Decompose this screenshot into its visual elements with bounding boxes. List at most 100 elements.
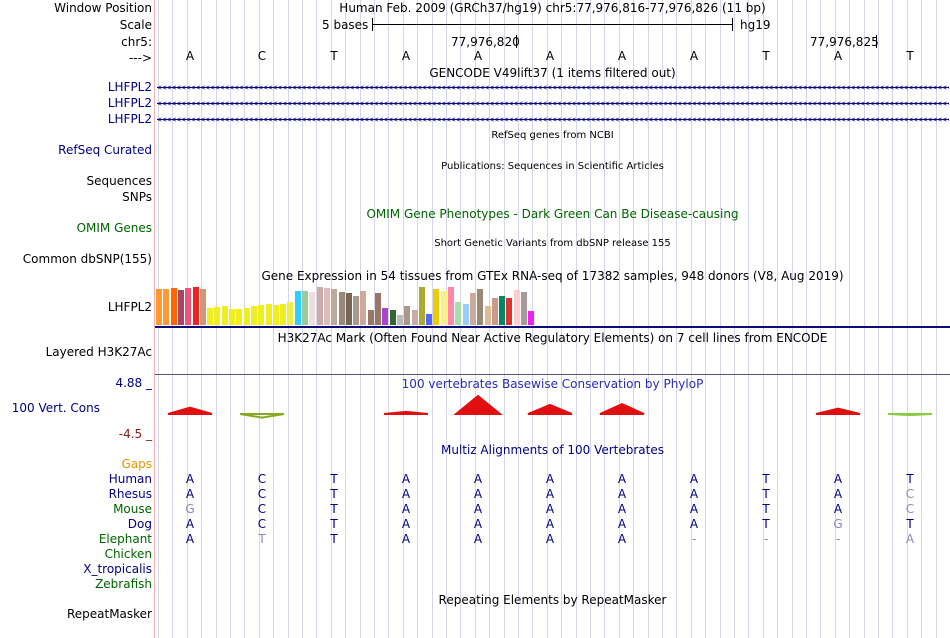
gtex-tissue-bar[interactable]	[491, 298, 498, 325]
gencode-gene-label[interactable]: LHFPL2	[107, 112, 152, 126]
gtex-tissue-bar[interactable]	[411, 310, 418, 325]
grid-line	[604, 0, 605, 638]
gtex-tissue-bar[interactable]	[250, 306, 257, 325]
gtex-tissue-bar[interactable]	[331, 289, 338, 325]
gencode-gene-label[interactable]: LHFPL2	[107, 96, 152, 110]
repeatmasker-label[interactable]: RepeatMasker	[66, 607, 152, 621]
sequences-label[interactable]: Sequences	[86, 174, 152, 188]
gtex-tissue-bar[interactable]	[462, 304, 469, 325]
gtex-tissue-bar[interactable]	[294, 291, 301, 325]
conservation-track-label[interactable]: 100 Vert. Cons	[11, 401, 100, 415]
gtex-tissue-bar[interactable]	[221, 306, 228, 325]
snps-label[interactable]: SNPs	[122, 190, 152, 204]
gtex-tissue-bar[interactable]	[382, 308, 389, 325]
gtex-tissue-bar[interactable]	[433, 289, 440, 325]
grid-line	[648, 0, 649, 638]
grid-line	[345, 0, 346, 638]
species-label-zebrafish: Zebrafish	[95, 577, 152, 591]
gtex-tissue-bar[interactable]	[316, 287, 323, 325]
grid-line	[705, 0, 706, 638]
common-dbsnp-label[interactable]: Common dbSNP(155)	[22, 252, 152, 266]
alignment-base: A	[185, 487, 195, 501]
gtex-tissue-bar[interactable]	[207, 308, 214, 325]
alignment-base: A	[689, 487, 699, 501]
phylop-conservation-plot[interactable]	[155, 392, 950, 432]
scale-bases-text: 5 bases	[322, 18, 369, 32]
species-label-human: Human	[108, 472, 152, 486]
alignment-base: T	[330, 532, 338, 546]
gtex-tissue-bar[interactable]	[170, 288, 177, 325]
alignment-base: A	[401, 487, 411, 501]
gene-model-lhfpl2[interactable]: <<<<<<<<<<<<<<<<<<<<<<<<<<<<<<<<<<<<<<<<…	[157, 99, 949, 108]
gtex-tissue-bar[interactable]	[258, 305, 265, 325]
omim-track-title: OMIM Gene Phenotypes - Dark Green Can Be…	[366, 207, 739, 221]
gtex-tissue-bar[interactable]	[192, 287, 199, 325]
alignment-base: A	[185, 532, 195, 546]
alignment-base: A	[473, 487, 483, 501]
gtex-tissue-bar[interactable]	[163, 289, 170, 325]
gtex-tissue-bar[interactable]	[455, 302, 462, 325]
alignment-base: T	[330, 502, 338, 516]
gtex-tissue-bar[interactable]	[243, 308, 250, 325]
gtex-tissue-bar[interactable]	[426, 314, 433, 325]
gtex-tissue-bar[interactable]	[389, 310, 396, 325]
refseq-track-title: RefSeq genes from NCBI	[491, 130, 614, 141]
track-image-area[interactable]: Human Feb. 2009 (GRCh37/hg19) chr5:77,97…	[155, 0, 950, 638]
gencode-gene-label[interactable]: LHFPL2	[107, 80, 152, 94]
alignment-base: A	[617, 487, 627, 501]
gene-model-lhfpl2[interactable]: <<<<<<<<<<<<<<<<<<<<<<<<<<<<<<<<<<<<<<<<…	[157, 83, 949, 92]
gtex-tissue-bar[interactable]	[448, 287, 454, 325]
species-label-elephant: Elephant	[98, 532, 152, 546]
grid-line	[676, 0, 677, 638]
grid-line	[777, 0, 778, 638]
gtex-tissue-bar[interactable]	[199, 289, 206, 325]
alignment-base: A	[401, 502, 411, 516]
gtex-tissue-bar[interactable]	[302, 291, 308, 325]
gtex-tissue-bar[interactable]	[280, 304, 287, 325]
gtex-tissue-bar[interactable]	[418, 287, 425, 325]
gtex-tissue-bar[interactable]	[375, 293, 381, 325]
reference-base: T	[762, 49, 770, 63]
gene-model-lhfpl2[interactable]: <<<<<<<<<<<<<<<<<<<<<<<<<<<<<<<<<<<<<<<<…	[157, 115, 949, 124]
gtex-tissue-bar[interactable]	[484, 306, 491, 325]
scale-label: Scale	[119, 18, 152, 32]
gtex-tissue-bar[interactable]	[345, 293, 352, 325]
gtex-tissue-bar[interactable]	[323, 288, 330, 325]
gtex-gene-label[interactable]: LHFPL2	[107, 300, 152, 314]
gtex-tissue-bar[interactable]	[265, 304, 272, 325]
gtex-tissue-bar[interactable]	[353, 296, 360, 325]
coordinate-tick	[876, 35, 877, 48]
grid-line	[849, 0, 850, 638]
gtex-tissue-bar[interactable]	[214, 307, 221, 325]
gtex-tissue-bar[interactable]	[513, 290, 520, 325]
gtex-tissue-bar[interactable]	[396, 315, 403, 325]
alignment-base: T	[762, 502, 770, 516]
gtex-expression-bars[interactable]	[155, 284, 555, 325]
gtex-tissue-bar[interactable]	[229, 309, 235, 325]
grid-line	[662, 0, 663, 638]
conservation-min-label: -4.5 _	[118, 427, 152, 441]
gtex-tissue-bar[interactable]	[528, 311, 535, 325]
gtex-tissue-bar[interactable]	[360, 291, 367, 325]
gtex-tissue-bar[interactable]	[287, 302, 294, 325]
phylop-score-mark	[527, 403, 573, 415]
gtex-tissue-bar[interactable]	[404, 306, 411, 325]
grid-line	[547, 0, 548, 638]
gtex-tissue-bar[interactable]	[367, 310, 374, 325]
gtex-tissue-bar[interactable]	[236, 309, 243, 325]
gtex-tissue-bar[interactable]	[309, 292, 316, 325]
gtex-tissue-bar[interactable]	[156, 289, 162, 325]
gtex-tissue-bar[interactable]	[499, 296, 506, 325]
refseq-curated-label[interactable]: RefSeq Curated	[58, 143, 152, 157]
gtex-tissue-bar[interactable]	[477, 289, 484, 325]
gtex-tissue-bar[interactable]	[185, 288, 192, 325]
gtex-tissue-bar[interactable]	[272, 305, 279, 325]
layered-h3k27ac-label[interactable]: Layered H3K27Ac	[45, 345, 152, 359]
gtex-tissue-bar[interactable]	[521, 292, 527, 325]
gtex-tissue-bar[interactable]	[506, 298, 513, 325]
gtex-tissue-bar[interactable]	[177, 290, 184, 325]
gtex-tissue-bar[interactable]	[440, 291, 447, 325]
gtex-tissue-bar[interactable]	[338, 292, 345, 325]
omim-genes-label[interactable]: OMIM Genes	[76, 221, 152, 235]
gtex-tissue-bar[interactable]	[469, 293, 476, 325]
